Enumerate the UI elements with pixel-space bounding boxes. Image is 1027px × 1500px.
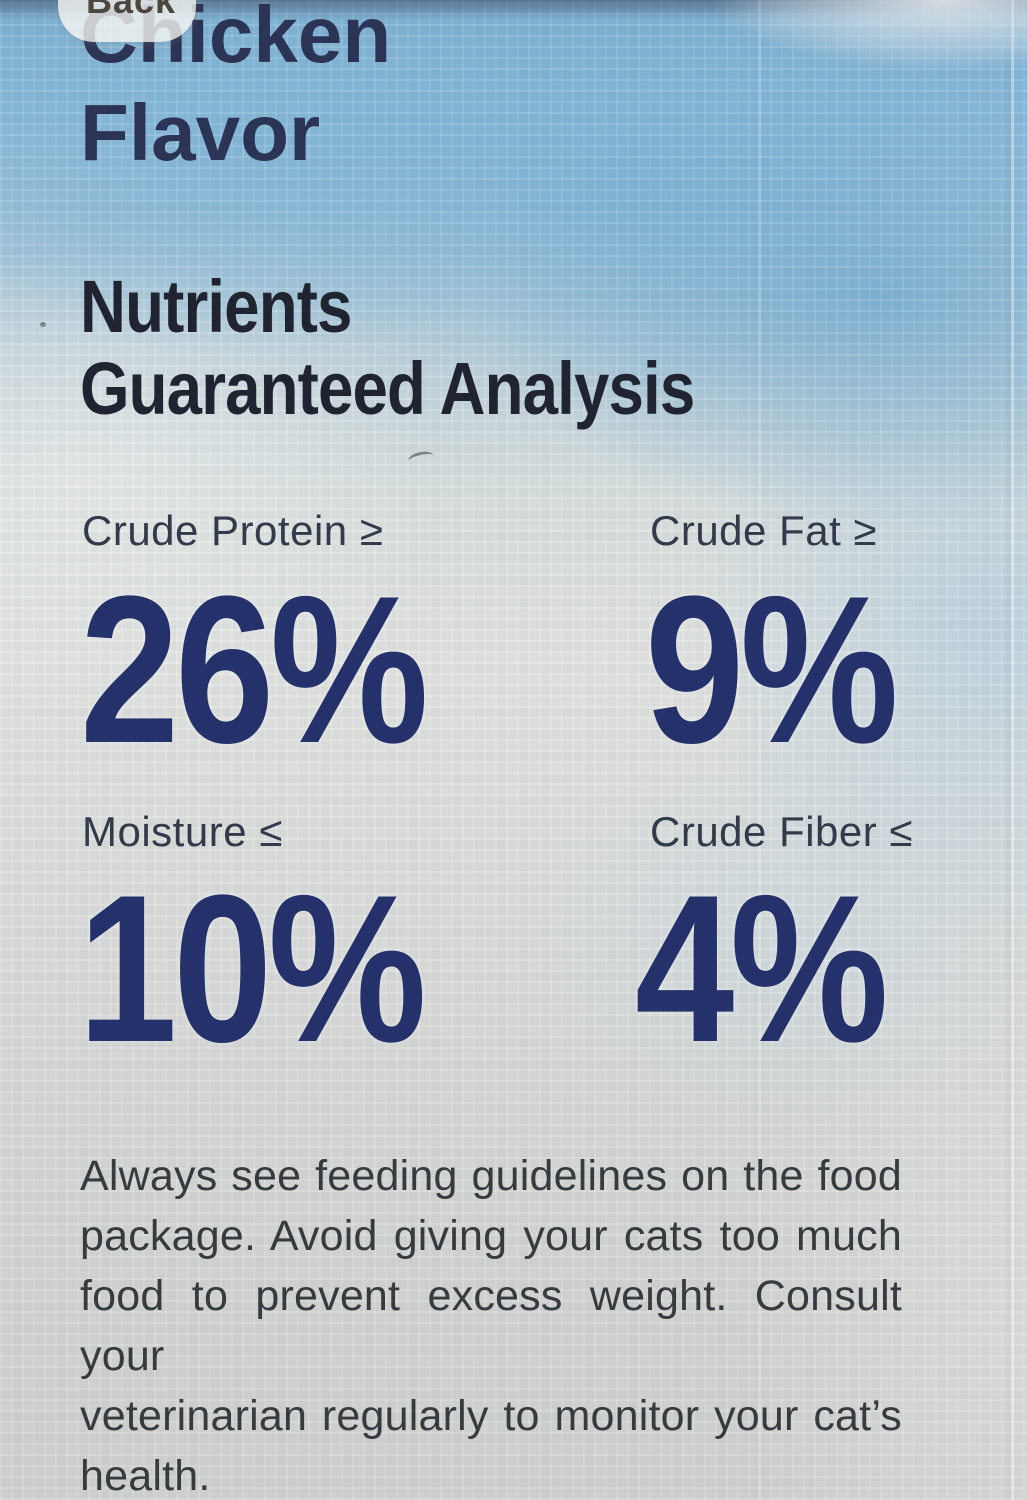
section-heading-line2: Guaranteed Analysis bbox=[80, 347, 695, 430]
nutrient-value-crude-fiber: 4% bbox=[635, 851, 889, 1086]
feeding-note-line: veterinarian regularly to monitor your c… bbox=[80, 1392, 902, 1440]
back-button-label[interactable]: Back bbox=[86, 0, 177, 21]
feeding-note-line: package. Avoid giving your cats too much bbox=[80, 1212, 902, 1260]
bag-seam-right bbox=[1011, 0, 1014, 1500]
nutrient-value-crude-protein: 26% bbox=[80, 552, 429, 787]
bag-seam-middle bbox=[758, 0, 761, 1500]
nutrient-value-crude-fat: 9% bbox=[645, 552, 899, 787]
back-button[interactable] bbox=[58, 0, 196, 42]
bag-scratch bbox=[406, 449, 436, 468]
section-heading-line1: Nutrients bbox=[80, 265, 352, 348]
feeding-note-line: food to prevent excess weight. Consult y… bbox=[80, 1272, 902, 1380]
section-heading: Nutrients Guaranteed Analysis bbox=[80, 265, 695, 430]
nutrient-label-crude-protein: Crude Protein ≥ bbox=[82, 507, 384, 554]
bag-speck bbox=[40, 322, 46, 327]
nutrient-label-moisture: Moisture ≤ bbox=[82, 808, 283, 855]
feeding-note: Always see feeding guidelines on the foo… bbox=[80, 1146, 902, 1500]
nutrient-value-moisture: 10% bbox=[78, 851, 427, 1086]
nutrient-label-crude-fat: Crude Fat ≥ bbox=[650, 507, 877, 554]
flavor-title-line2: Flavor bbox=[80, 88, 321, 177]
feeding-note-line: health. bbox=[80, 1452, 211, 1500]
nutrient-label-crude-fiber: Crude Fiber ≤ bbox=[650, 808, 913, 855]
feeding-note-line: Always see feeding guidelines on the foo… bbox=[80, 1152, 902, 1200]
bag-top-shadow bbox=[0, 0, 1027, 20]
